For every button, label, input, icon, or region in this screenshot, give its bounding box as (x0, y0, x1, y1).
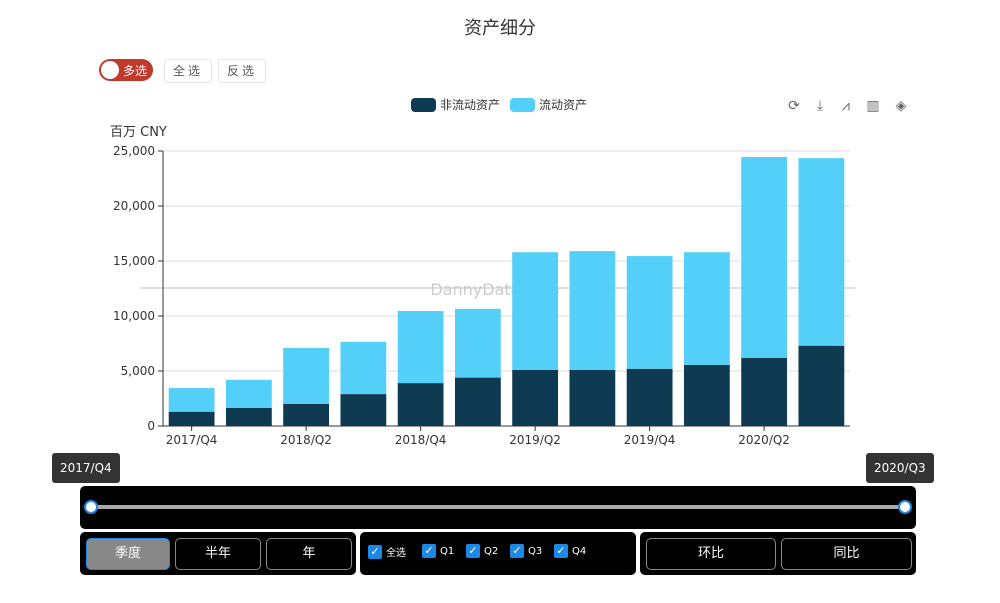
y-tick-label: 15,000 (113, 254, 155, 268)
period-year-button[interactable]: 年 (266, 538, 352, 570)
bar-current (397, 311, 444, 384)
x-tick-label: 2019/Q2 (509, 433, 561, 447)
bar-noncurrent (741, 357, 788, 426)
bar-current (454, 308, 501, 378)
bar-noncurrent (683, 364, 730, 426)
checkbox-q2[interactable]: ✓ Q2 (466, 544, 498, 558)
x-tick-label: 2018/Q2 (280, 433, 332, 447)
bar-current (225, 379, 272, 408)
x-tick-label: 2018/Q4 (395, 433, 447, 447)
checkbox-label: Q1 (440, 545, 455, 557)
bar-noncurrent (168, 411, 215, 426)
bar-current (683, 252, 730, 365)
multi-select-toggle[interactable]: 多选 (99, 59, 153, 81)
toggle-label: 多选 (123, 63, 148, 78)
check-icon: ✓ (466, 544, 480, 558)
check-icon: ✓ (422, 544, 436, 558)
y-tick-label: 20,000 (113, 199, 155, 213)
period-halfyear-button[interactable]: 半年 (175, 538, 261, 570)
stack-icon[interactable]: ◈ (895, 98, 907, 114)
bar-current (512, 252, 559, 370)
checkbox-q1[interactable]: ✓ Q1 (422, 544, 454, 558)
slider-handle-start[interactable] (84, 500, 98, 514)
bar-noncurrent (569, 369, 616, 426)
y-tick-label: 10,000 (113, 309, 155, 323)
select-all-button[interactable]: 全选 (164, 59, 213, 83)
bar-chart-icon[interactable]: ▥ (866, 98, 880, 114)
legend-swatch-current (510, 97, 535, 112)
compare-panel: 环比 同比 (640, 532, 916, 575)
bar-noncurrent (798, 345, 845, 426)
legend-noncurrent[interactable]: 非流动资产 (411, 96, 500, 113)
slider-end-label: 2020/Q3 (866, 453, 934, 483)
y-tick-label: 5,000 (121, 364, 155, 378)
toggle-knob (101, 61, 119, 79)
bar-current (340, 341, 387, 395)
bar-noncurrent (283, 404, 330, 426)
chart-title: 资产细分 (464, 18, 536, 39)
y-tick-label: 0 (147, 419, 155, 433)
bar-current (741, 157, 788, 358)
refresh-icon[interactable]: ⟳ (788, 98, 800, 114)
check-icon: ✓ (368, 544, 382, 559)
bar-current (569, 251, 616, 370)
bar-current (626, 256, 673, 369)
y-tick-label: 25,000 (113, 144, 155, 158)
slider-start-label: 2017/Q4 (52, 453, 120, 483)
chart-svg: DannyData.com 05,00010,00015,00020,00025… (113, 144, 855, 447)
slider-handle-end[interactable] (898, 500, 912, 514)
check-icon: ✓ (510, 544, 524, 558)
legend-label-noncurrent: 非流动资产 (440, 98, 501, 112)
bar-noncurrent (454, 377, 501, 426)
checkbox-label: Q3 (528, 545, 543, 557)
bar-noncurrent (512, 369, 559, 426)
line-chart-icon[interactable]: ⩘ (842, 98, 850, 114)
bar-noncurrent (626, 368, 673, 426)
bar-noncurrent (225, 407, 272, 426)
yoy-button[interactable]: 同比 (781, 538, 912, 570)
legend-swatch-noncurrent (411, 97, 436, 112)
qoq-button[interactable]: 环比 (646, 538, 776, 570)
y-axis-label: 百万 CNY (110, 125, 167, 140)
checkbox-label: Q2 (484, 545, 499, 557)
bar-noncurrent (397, 383, 444, 426)
download-icon[interactable]: ⤓ (816, 98, 824, 114)
invert-selection-button[interactable]: 反选 (218, 59, 267, 83)
x-tick-label: 2017/Q4 (166, 433, 218, 447)
legend-label-current: 流动资产 (539, 98, 588, 112)
checkbox-label: 全选 (386, 548, 406, 559)
x-tick-label: 2019/Q4 (624, 433, 676, 447)
bar-noncurrent (340, 394, 387, 426)
x-tick-label: 2020/Q2 (738, 433, 790, 447)
quarter-panel: ✓ 全选 ✓ Q1 ✓ Q2 ✓ Q3 ✓ Q4 (360, 532, 636, 575)
check-icon: ✓ (554, 544, 568, 558)
checkbox-all[interactable]: ✓ 全选 (368, 544, 406, 559)
bar-current (168, 388, 215, 412)
checkbox-q4[interactable]: ✓ Q4 (554, 544, 586, 558)
bar-current (283, 347, 330, 404)
period-panel: 季度 半年 年 (80, 532, 356, 575)
slider-track[interactable] (90, 505, 906, 509)
legend-current[interactable]: 流动资产 (510, 96, 587, 113)
bar-current (798, 158, 845, 346)
checkbox-label: Q4 (572, 545, 587, 557)
range-slider[interactable] (80, 486, 916, 529)
checkbox-q3[interactable]: ✓ Q3 (510, 544, 542, 558)
period-quarter-button[interactable]: 季度 (86, 538, 170, 570)
